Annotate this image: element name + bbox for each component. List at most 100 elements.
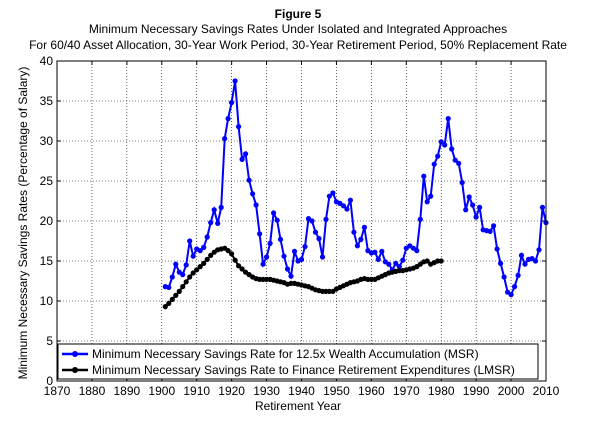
data-point-1: [344, 206, 350, 212]
data-point-1: [260, 261, 266, 267]
data-point-1: [232, 78, 238, 84]
legend-label: Minimum Necessary Savings Rate for 12.5x…: [92, 347, 479, 361]
y-tick-label: 35: [40, 94, 54, 108]
data-point-1: [379, 248, 385, 254]
data-point-1: [445, 116, 451, 122]
grid: [56, 60, 547, 382]
data-point-1: [264, 254, 270, 260]
x-tick-label: 2000: [498, 384, 525, 398]
data-point-1: [438, 139, 444, 145]
chart-subtitle: For 60/40 Asset Allocation, 30-Year Work…: [29, 38, 567, 52]
x-axis-label: Retirement Year: [255, 399, 341, 413]
data-point-2: [239, 266, 245, 272]
data-point-1: [487, 228, 493, 234]
data-point-1: [298, 256, 305, 262]
data-point-2: [194, 267, 200, 273]
y-tick-label: 40: [40, 54, 54, 68]
legend-marker: [72, 351, 78, 357]
x-tick-label: 1900: [148, 384, 175, 398]
data-point-1: [330, 190, 336, 196]
data-point-1: [435, 153, 441, 159]
data-point-1: [477, 204, 483, 210]
legend-box: [57, 343, 539, 380]
data-point-1: [250, 191, 256, 197]
data-point-2: [187, 274, 193, 280]
data-point-1: [358, 236, 364, 242]
data-point-2: [180, 284, 186, 290]
data-point-1: [459, 180, 465, 186]
x-tick-label: 1940: [288, 384, 315, 398]
data-point-1: [431, 161, 437, 167]
data-point-2: [204, 256, 210, 262]
x-tick-label: 1980: [428, 384, 455, 398]
data-point-1: [393, 260, 399, 266]
data-point-2: [173, 292, 179, 298]
data-point-1: [180, 272, 186, 278]
y-axis-label: Minimum Necessary Savings Rates (Percent…: [16, 67, 30, 380]
y-tick-label: 20: [40, 214, 54, 228]
data-point-1: [183, 262, 189, 268]
y-tick-label: 15: [40, 254, 54, 268]
data-point-2: [169, 296, 175, 302]
data-point-1: [274, 217, 280, 223]
x-tick-label: 1910: [183, 384, 210, 398]
data-point-1: [536, 247, 542, 253]
legend-marker: [72, 367, 78, 373]
x-tick-label: 1970: [393, 384, 420, 398]
data-point-2: [229, 251, 235, 257]
data-point-1: [372, 249, 378, 255]
data-point-1: [204, 234, 210, 240]
figure-label: Figure 5: [274, 7, 322, 21]
data-point-2: [424, 258, 430, 264]
data-point-1: [491, 223, 497, 229]
data-point-2: [208, 252, 214, 258]
data-point-1: [229, 100, 235, 106]
data-point-1: [326, 193, 332, 199]
series-layer: [162, 78, 549, 310]
x-tick-label: 1960: [358, 384, 385, 398]
data-point-1: [501, 274, 507, 280]
data-point-1: [361, 224, 367, 230]
data-point-1: [421, 173, 427, 179]
data-point-1: [470, 202, 476, 208]
data-point-1: [222, 136, 228, 142]
data-point-1: [375, 256, 381, 262]
data-point-1: [442, 142, 448, 148]
x-tick-label: 1930: [253, 384, 280, 398]
data-point-1: [414, 248, 420, 254]
data-point-1: [354, 243, 360, 249]
x-tick-label: 1920: [218, 384, 245, 398]
data-point-1: [312, 229, 319, 235]
data-point-1: [291, 248, 298, 254]
data-point-1: [288, 273, 294, 279]
legend-label: Minimum Necessary Savings Rate to Financ…: [92, 363, 515, 377]
data-point-1: [532, 258, 539, 264]
data-point-1: [281, 253, 287, 259]
series-line-1: [165, 80, 547, 297]
data-point-1: [386, 261, 392, 267]
data-point-1: [190, 253, 196, 259]
data-point-1: [473, 214, 479, 220]
data-point-1: [463, 207, 469, 213]
data-point-1: [498, 260, 504, 266]
data-point-2: [166, 300, 172, 306]
data-point-1: [257, 231, 263, 237]
data-point-1: [309, 218, 315, 224]
data-point-1: [211, 207, 217, 213]
x-tick-label: 1870: [44, 384, 71, 398]
data-point-1: [449, 146, 455, 152]
data-point-1: [215, 220, 221, 226]
data-point-1: [511, 284, 518, 290]
data-point-1: [539, 204, 546, 210]
x-tick-label: 1990: [463, 384, 490, 398]
data-point-1: [236, 124, 242, 130]
y-tick-label: 5: [46, 334, 53, 348]
data-point-1: [508, 292, 514, 298]
data-point-1: [267, 240, 273, 246]
data-point-1: [225, 116, 231, 122]
data-point-1: [316, 236, 322, 242]
y-tick-label: 30: [40, 134, 54, 148]
data-point-1: [197, 248, 203, 254]
y-tick-label: 0: [46, 374, 53, 388]
